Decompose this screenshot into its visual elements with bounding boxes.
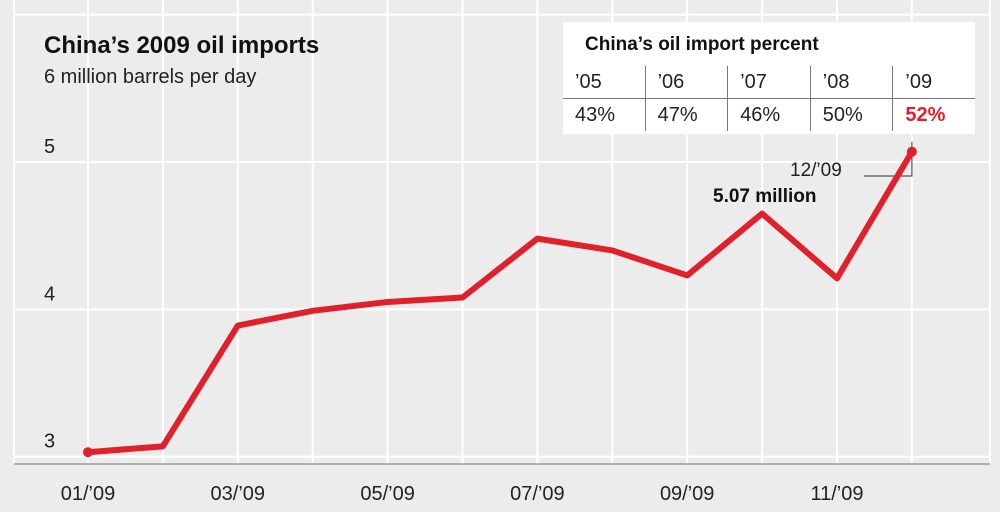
import-percent-table: China’s oil import percent ’05 43% ’06 47%’…	[563, 22, 975, 134]
import-percent-column: ’07 46%	[727, 66, 810, 131]
import-percent-column: ’08 50%	[809, 66, 893, 131]
import-percent-column: ’09 52%	[892, 66, 975, 131]
import-percent-value: 50%	[822, 104, 863, 126]
import-percent-year: ’07	[728, 66, 810, 99]
import-percent-column: ’05 43%	[563, 66, 645, 131]
import-percent-column: ’06 47%	[644, 66, 728, 131]
x-tick-label: 01/’09	[61, 483, 116, 505]
import-percent-value: 43%	[575, 104, 616, 126]
import-percent-value: 52%	[905, 104, 946, 126]
y-tick-label: 3	[44, 431, 55, 453]
x-tick-label: 03/’09	[211, 483, 266, 505]
chart-subtitle: 6 million barrels per day	[44, 66, 257, 88]
y-tick-label: 4	[44, 283, 55, 305]
x-tick-label: 11/’09	[810, 483, 863, 505]
data-point	[906, 146, 917, 157]
series-line	[85, 148, 915, 456]
x-tick-label: 09/’09	[660, 483, 715, 505]
import-percent-year: ’09	[893, 66, 975, 99]
import-percent-value: 47%	[657, 104, 698, 126]
import-percent-title: China’s oil import percent	[585, 34, 819, 55]
import-percent-year: ’05	[563, 66, 645, 99]
chart-title: China’s 2009 oil imports	[44, 32, 320, 59]
import-percent-grid: ’05 43% ’06 47% ’07 46% ’08 50% ’09 52%	[563, 66, 975, 131]
x-tick-label: 05/’09	[360, 483, 415, 505]
x-tick-label: 07/’09	[510, 483, 565, 505]
import-percent-value: 46%	[740, 104, 781, 126]
import-percent-year: ’08	[810, 66, 893, 99]
import-percent-year: ’06	[645, 66, 728, 99]
callout-date: 12/’09	[790, 160, 842, 181]
y-tick-label: 5	[44, 136, 55, 158]
data-point	[83, 447, 93, 458]
callout-value: 5.07 million	[713, 186, 817, 207]
